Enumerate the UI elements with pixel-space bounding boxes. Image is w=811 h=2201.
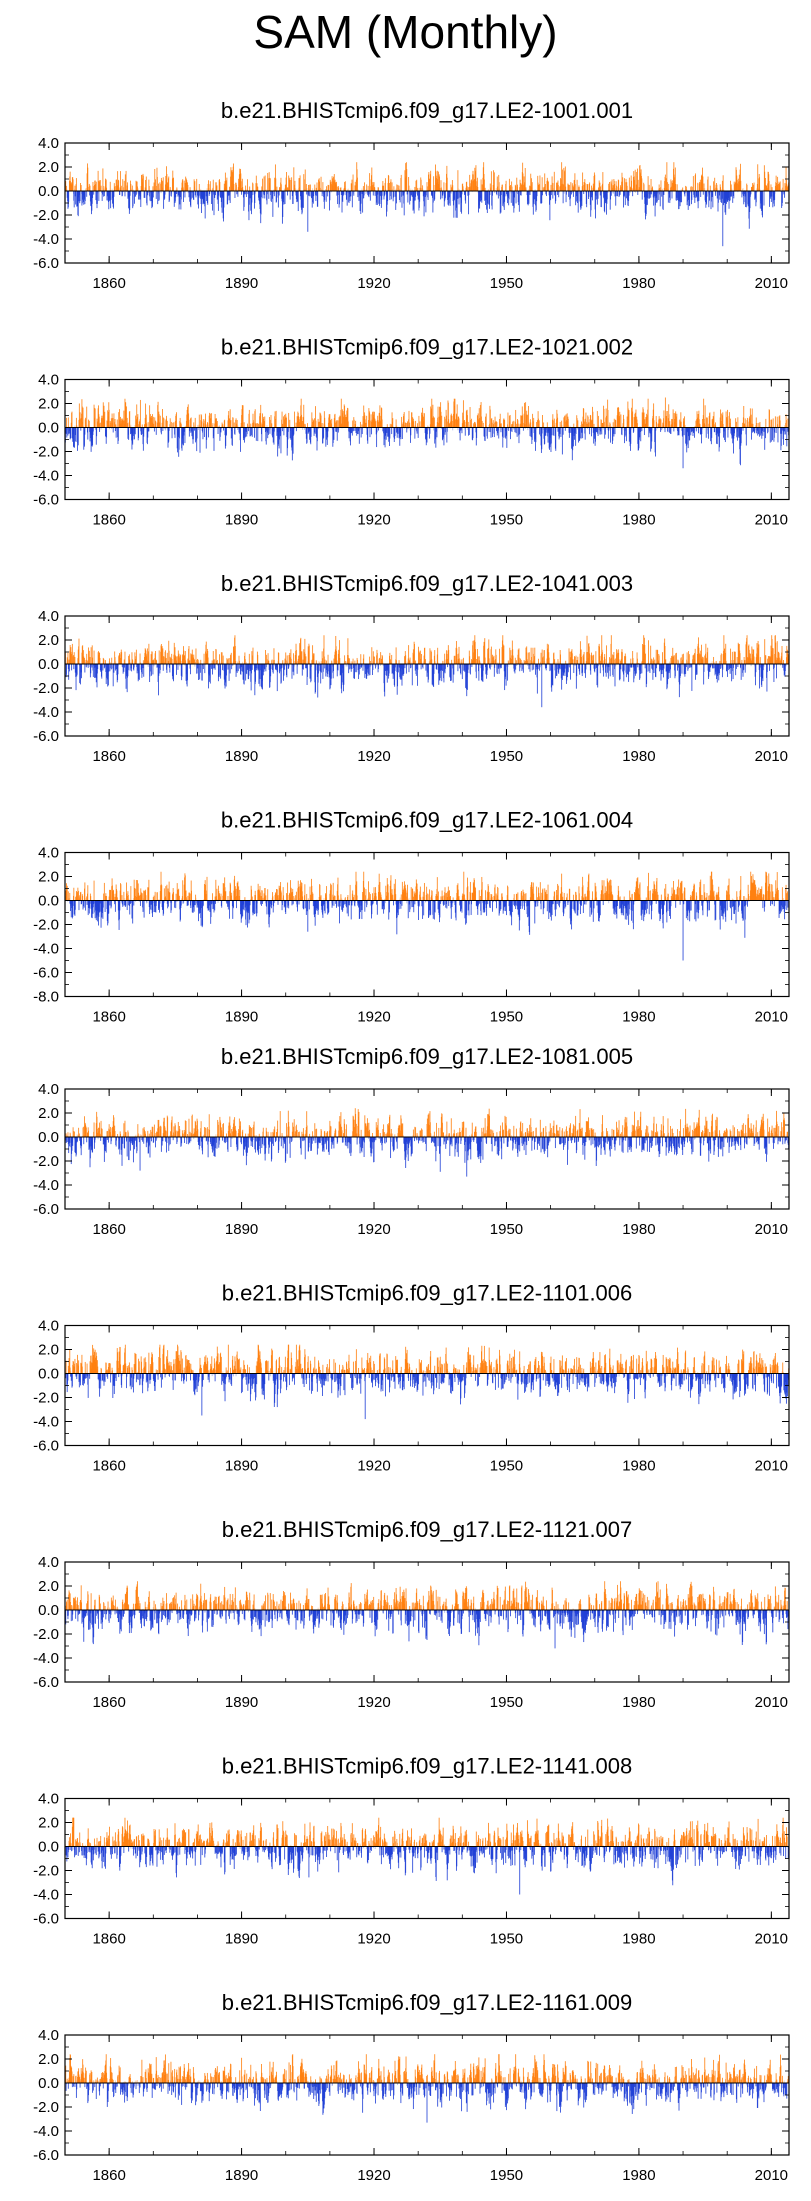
y-tick-label: -6.0	[33, 255, 59, 272]
panel-title: b.e21.BHISTcmip6.f09_g17.LE2-1041.003	[221, 571, 633, 596]
x-tick-label: 1950	[490, 275, 523, 292]
x-tick-label: 1860	[92, 512, 125, 529]
y-tick-label: -2.0	[33, 207, 59, 224]
y-tick-label: 4.0	[38, 372, 59, 389]
y-tick-label: 0.0	[38, 420, 59, 437]
x-tick-label: 1950	[490, 512, 523, 529]
x-tick-label: 1890	[225, 275, 258, 292]
x-tick-label: 1920	[357, 512, 390, 529]
panel-title: b.e21.BHISTcmip6.f09_g17.LE2-1021.002	[221, 335, 633, 360]
y-tick-label: -4.0	[33, 468, 59, 485]
x-tick-label: 1980	[622, 512, 655, 529]
y-tick-label: -2.0	[33, 444, 59, 461]
x-tick-label: 1920	[357, 275, 390, 292]
y-tick-label: 0.0	[38, 183, 59, 200]
x-tick-label: 1980	[622, 275, 655, 292]
y-tick-label: 2.0	[38, 159, 59, 176]
y-tick-label: 4.0	[38, 135, 59, 152]
y-tick-label: -4.0	[33, 231, 59, 248]
x-tick-label: 2010	[755, 275, 788, 292]
y-tick-label: 2.0	[38, 396, 59, 413]
x-tick-label: 1860	[92, 275, 125, 292]
panel-title: b.e21.BHISTcmip6.f09_g17.LE2-1001.001	[221, 98, 633, 123]
x-tick-label: 1890	[225, 512, 258, 529]
page-title: SAM (Monthly)	[0, 2, 811, 62]
x-tick-label: 2010	[755, 512, 788, 529]
y-tick-label: -6.0	[33, 492, 59, 509]
